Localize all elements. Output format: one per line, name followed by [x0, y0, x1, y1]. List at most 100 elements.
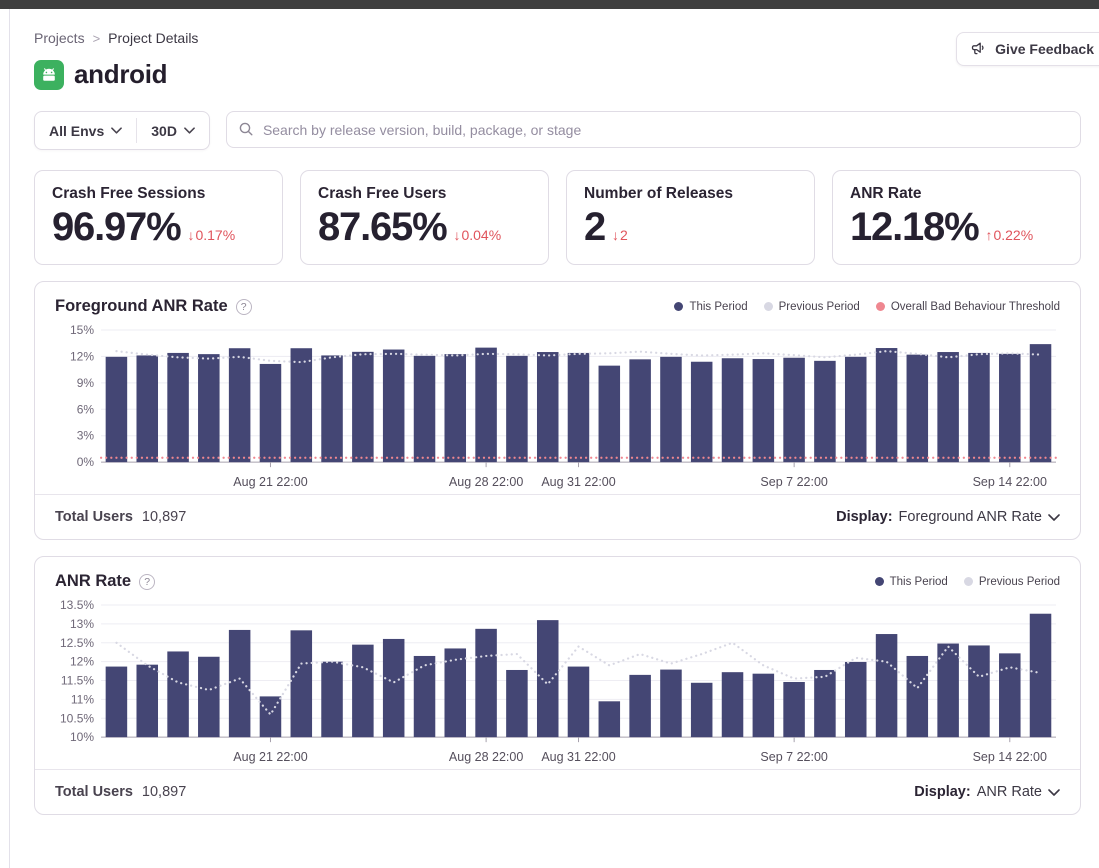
x-axis: Aug 21 22:00 Aug 28 22:00 Aug 31 22:00 Sep …	[233, 462, 1047, 489]
total-users-label: Total Users	[55, 784, 133, 801]
arrow-down-icon: ↓	[187, 227, 195, 243]
legend-label: Overall Bad Behaviour Threshold	[890, 300, 1060, 313]
legend-item[interactable]: Previous Period	[763, 301, 860, 313]
chart-legend: This Period Previous Period	[874, 575, 1060, 588]
stat-delta: ↑ 0.22%	[985, 227, 1034, 243]
help-icon[interactable]: ?	[139, 573, 156, 590]
bars-this-period[interactable]	[105, 344, 1052, 463]
foreground-anr-rate-card: Foreground ANR Rate ? This Period Previou…	[34, 281, 1081, 541]
svg-text:12.5%: 12.5%	[60, 636, 94, 650]
display-dropdown[interactable]: Display: Foreground ANR Rate	[836, 509, 1060, 525]
total-users-value: 10,897	[141, 509, 187, 526]
page-title: android	[74, 59, 168, 89]
svg-text:10%: 10%	[70, 730, 94, 744]
previous-period-line	[115, 641, 1042, 717]
total-users-label: Total Users	[55, 509, 133, 526]
x-axis: Aug 21 22:00 Aug 28 22:00 Aug 31 22:00 Sep …	[233, 737, 1047, 764]
filter-row: All Envs 30D	[34, 111, 1081, 150]
foreground-anr-chart-plot[interactable]: 0% 3% 6% 9% 12% 15% Aug 21 22:00 Aug 28 22:00 Au…	[35, 316, 1080, 494]
svg-text:10.5%: 10.5%	[60, 711, 94, 725]
arrow-down-icon: ↓	[612, 227, 620, 243]
anr-chart-canvas[interactable]: 10% 10.5% 11% 11.5% 12% 12.5% 13% 13.5% Aug 21 2…	[51, 593, 1064, 769]
megaphone-icon	[970, 41, 987, 57]
search-icon	[238, 121, 254, 142]
svg-text:6%: 6%	[77, 402, 95, 416]
svg-text:12%: 12%	[70, 655, 94, 669]
legend-item[interactable]: Previous Period	[963, 576, 1060, 588]
stat-card-crash-free-users: Crash Free Users 87.65% ↓ 0.04%	[300, 170, 549, 265]
legend-item[interactable]: This Period	[674, 301, 748, 313]
give-feedback-button[interactable]: Give Feedback	[956, 32, 1099, 66]
display-value: Foreground ANR Rate	[898, 509, 1042, 526]
arrow-up-icon: ↑	[985, 227, 993, 243]
breadcrumb-link-projects[interactable]: Projects	[34, 30, 85, 46]
legend-label: This Period	[889, 575, 948, 588]
stat-value: 96.97%	[52, 205, 182, 249]
svg-text:13%: 13%	[70, 617, 94, 631]
svg-text:Aug 31 22:00: Aug 31 22:00	[541, 750, 615, 764]
stat-title: Crash Free Users	[318, 185, 447, 202]
chart-legend: This Period Previous Period Overall Bad Be…	[674, 301, 1060, 313]
svg-text:12%: 12%	[70, 349, 94, 363]
svg-text:Sep 14 22:00: Sep 14 22:00	[973, 475, 1047, 489]
breadcrumb-current-page: Project Details	[108, 30, 199, 46]
svg-text:Sep 7 22:00: Sep 7 22:00	[760, 750, 827, 764]
filter-group: All Envs 30D	[34, 111, 210, 150]
chart-footer: Total Users 10,897 Display: Foreground A…	[35, 494, 1080, 539]
search-input[interactable]	[225, 111, 1081, 148]
anr-rate-card: ANR Rate ? This Period Previous Period 10…	[34, 556, 1081, 816]
svg-text:Aug 28 22:00: Aug 28 22:00	[449, 475, 523, 489]
chevron-down-icon	[184, 127, 195, 134]
environment-filter-button[interactable]: All Envs	[35, 112, 136, 149]
chevron-down-icon	[1048, 789, 1060, 796]
chart-title: ANR Rate	[55, 572, 132, 591]
stat-delta: ↓ 0.17%	[187, 227, 236, 243]
chart-header: Foreground ANR Rate ? This Period Previou…	[35, 282, 1080, 316]
date-range-filter-button[interactable]: 30D	[137, 112, 209, 149]
bars-this-period[interactable]	[105, 613, 1052, 738]
chevron-down-icon	[111, 127, 123, 134]
stat-title: Number of Releases	[584, 185, 734, 202]
help-icon[interactable]: ?	[235, 298, 252, 315]
display-value: ANR Rate	[976, 784, 1042, 801]
svg-text:Aug 21 22:00: Aug 21 22:00	[233, 475, 307, 489]
stat-value: 12.18%	[850, 205, 980, 249]
legend-dot-icon	[963, 577, 973, 587]
display-label: Display:	[836, 509, 893, 526]
environment-filter-label: All Envs	[49, 122, 105, 139]
svg-text:Sep 14 22:00: Sep 14 22:00	[973, 750, 1047, 764]
svg-text:9%: 9%	[77, 376, 95, 390]
svg-text:Aug 21 22:00: Aug 21 22:00	[233, 750, 307, 764]
total-users-value: 10,897	[141, 784, 187, 801]
svg-text:13.5%: 13.5%	[60, 598, 94, 612]
stats-row: Crash Free Sessions 96.97% ↓ 0.17% Crash …	[34, 170, 1081, 265]
svg-text:0%: 0%	[77, 455, 95, 469]
top-bar	[0, 0, 1099, 9]
search-wrap	[225, 111, 1081, 150]
legend-item[interactable]: Overall Bad Behaviour Threshold	[875, 300, 1060, 313]
chevron-right-icon: >	[92, 30, 101, 46]
main-content: Projects > Project Details Give Feedback…	[9, 9, 1099, 868]
svg-text:Aug 31 22:00: Aug 31 22:00	[541, 475, 615, 489]
stat-value: 87.65%	[318, 205, 448, 249]
give-feedback-label: Give Feedback	[995, 41, 1094, 57]
chevron-down-icon	[1048, 513, 1060, 521]
anr-chart-plot[interactable]: 10% 10.5% 11% 11.5% 12% 12.5% 13% 13.5% Aug 21 2…	[35, 591, 1080, 769]
display-label: Display:	[914, 784, 971, 801]
svg-text:11%: 11%	[71, 693, 94, 707]
display-dropdown[interactable]: Display: ANR Rate	[914, 784, 1060, 800]
legend-dot-icon	[874, 577, 884, 587]
stat-title: ANR Rate	[850, 185, 922, 202]
svg-text:Aug 28 22:00: Aug 28 22:00	[449, 750, 523, 764]
date-range-filter-label: 30D	[151, 122, 177, 139]
stat-value: 2	[584, 205, 606, 249]
foreground-anr-chart-canvas[interactable]: 0%3%6%9%12%15%Aug 21 22:00 Aug 28 22:00 Au…	[51, 318, 1064, 494]
stat-card-crash-free-sessions: Crash Free Sessions 96.97% ↓ 0.17%	[34, 170, 283, 265]
svg-text:Sep 7 22:00: Sep 7 22:00	[760, 475, 827, 489]
project-header: android	[34, 59, 1081, 90]
chart-title: Foreground ANR Rate	[55, 297, 228, 315]
breadcrumb: Projects > Project Details	[34, 9, 1081, 46]
svg-text:3%: 3%	[77, 429, 95, 443]
legend-item[interactable]: This Period	[874, 575, 948, 588]
stat-delta: ↓ 0.04%	[453, 227, 502, 243]
